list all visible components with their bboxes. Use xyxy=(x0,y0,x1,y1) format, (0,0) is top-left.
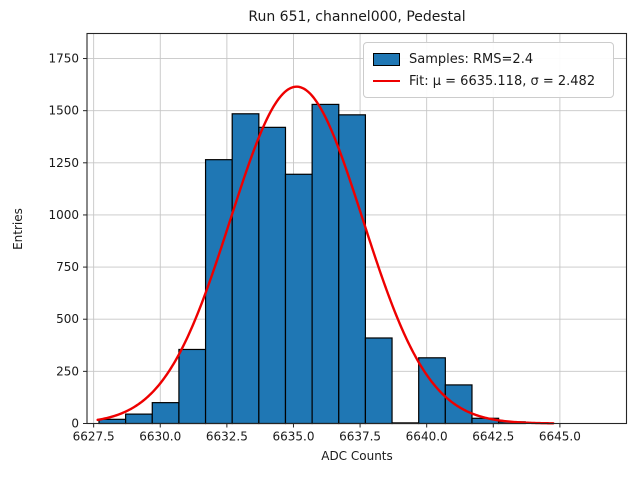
fit-line-swatch xyxy=(373,80,400,82)
y-tick-label: 1250 xyxy=(48,156,79,170)
legend-item-fit: Fit: μ = 6635.118, σ = 2.482 xyxy=(373,70,605,92)
y-tick-label: 750 xyxy=(56,260,79,274)
x-tick-label: 6635.0 xyxy=(272,430,314,444)
histogram-bar xyxy=(258,126,287,425)
x-tick-label: 6630.0 xyxy=(139,430,181,444)
y-tick-label: 250 xyxy=(56,364,79,378)
histogram-bar xyxy=(125,413,153,425)
histogram-bar xyxy=(204,159,233,425)
histogram-bar xyxy=(151,402,180,425)
x-tick-label: 6627.5 xyxy=(73,430,115,444)
legend-label-fit: Fit: μ = 6635.118, σ = 2.482 xyxy=(409,73,596,89)
legend: Samples: RMS=2.4 Fit: μ = 6635.118, σ = … xyxy=(363,42,614,98)
histogram-bar xyxy=(338,114,367,425)
chart-title: Run 651, channel000, Pedestal xyxy=(248,9,466,25)
x-tick-label: 6645.0 xyxy=(539,430,581,444)
histogram-bar xyxy=(444,384,473,425)
legend-item-samples: Samples: RMS=2.4 xyxy=(373,48,605,70)
y-tick-label: 1500 xyxy=(48,104,79,118)
x-tick-label: 6642.5 xyxy=(472,430,514,444)
x-tick-label: 6637.5 xyxy=(339,430,381,444)
x-tick-label: 6632.5 xyxy=(206,430,248,444)
tick-marks xyxy=(83,58,561,428)
legend-label-samples: Samples: RMS=2.4 xyxy=(409,51,534,67)
samples-histogram-swatch xyxy=(373,52,400,66)
tick-labels: 6627.5 6630.0 6632.5 6635.0 6637.5 6640.0 6642… xyxy=(48,52,580,444)
y-axis-label: Entries xyxy=(11,208,25,250)
axes-frame xyxy=(86,32,628,425)
histogram-bar xyxy=(311,103,340,425)
x-axis-label: ADC Counts xyxy=(321,449,393,463)
y-tick-label: 1750 xyxy=(48,52,79,66)
histogram-bar xyxy=(231,113,260,425)
fit-curve-line xyxy=(96,85,555,425)
y-tick-label: 0 xyxy=(71,417,79,431)
histogram-bar xyxy=(364,337,393,425)
histogram-bars xyxy=(98,103,526,425)
y-tick-label: 1000 xyxy=(48,208,79,222)
histogram-bar xyxy=(178,348,207,425)
y-tick-label: 500 xyxy=(56,312,79,326)
x-tick-label: 6640.0 xyxy=(406,430,448,444)
histogram-bar xyxy=(284,173,313,425)
